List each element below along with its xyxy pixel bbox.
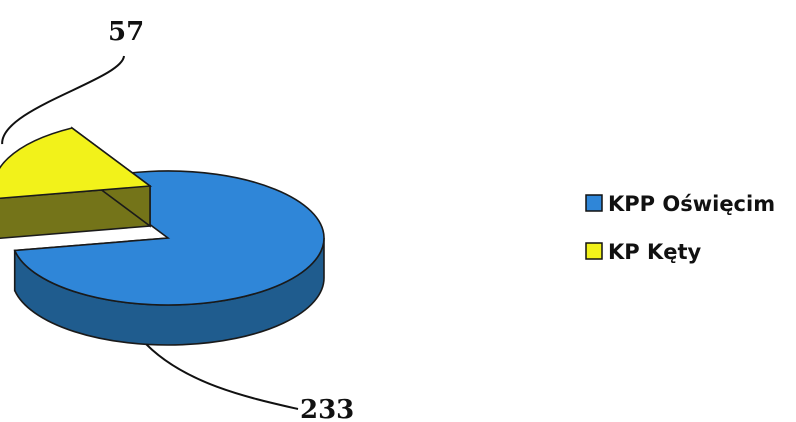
- leader-line-kpp-oswiecim: [145, 343, 299, 410]
- pie-slice-kp-katy: [0, 126, 153, 240]
- leader-line-kp-katy: [1, 55, 125, 145]
- legend-label-kp-katy: KP Kęty: [608, 240, 702, 264]
- legend-swatch-kpp-oswiecim: [585, 194, 603, 212]
- legend-item-kp-katy: KP Kęty: [585, 240, 702, 264]
- legend: KPP Oświęcim KP Kęty: [585, 192, 775, 264]
- pie-plot-area: [0, 126, 325, 346]
- pie-slice-kpp-oswiecim: [13, 170, 325, 346]
- pie-slice-top-kp-katy: [0, 127, 153, 200]
- data-labels: 233 57: [1, 17, 354, 422]
- pie-slice-top-kpp-oswiecim: [13, 170, 325, 306]
- data-label-kp-katy: 57: [108, 17, 144, 47]
- legend-label-kpp-oswiecim: KPP Oświęcim: [608, 192, 775, 216]
- legend-swatch-kp-katy: [585, 242, 603, 260]
- data-label-kpp-oswiecim: 233: [300, 395, 354, 422]
- legend-item-kpp-oswiecim: KPP Oświęcim: [585, 192, 775, 216]
